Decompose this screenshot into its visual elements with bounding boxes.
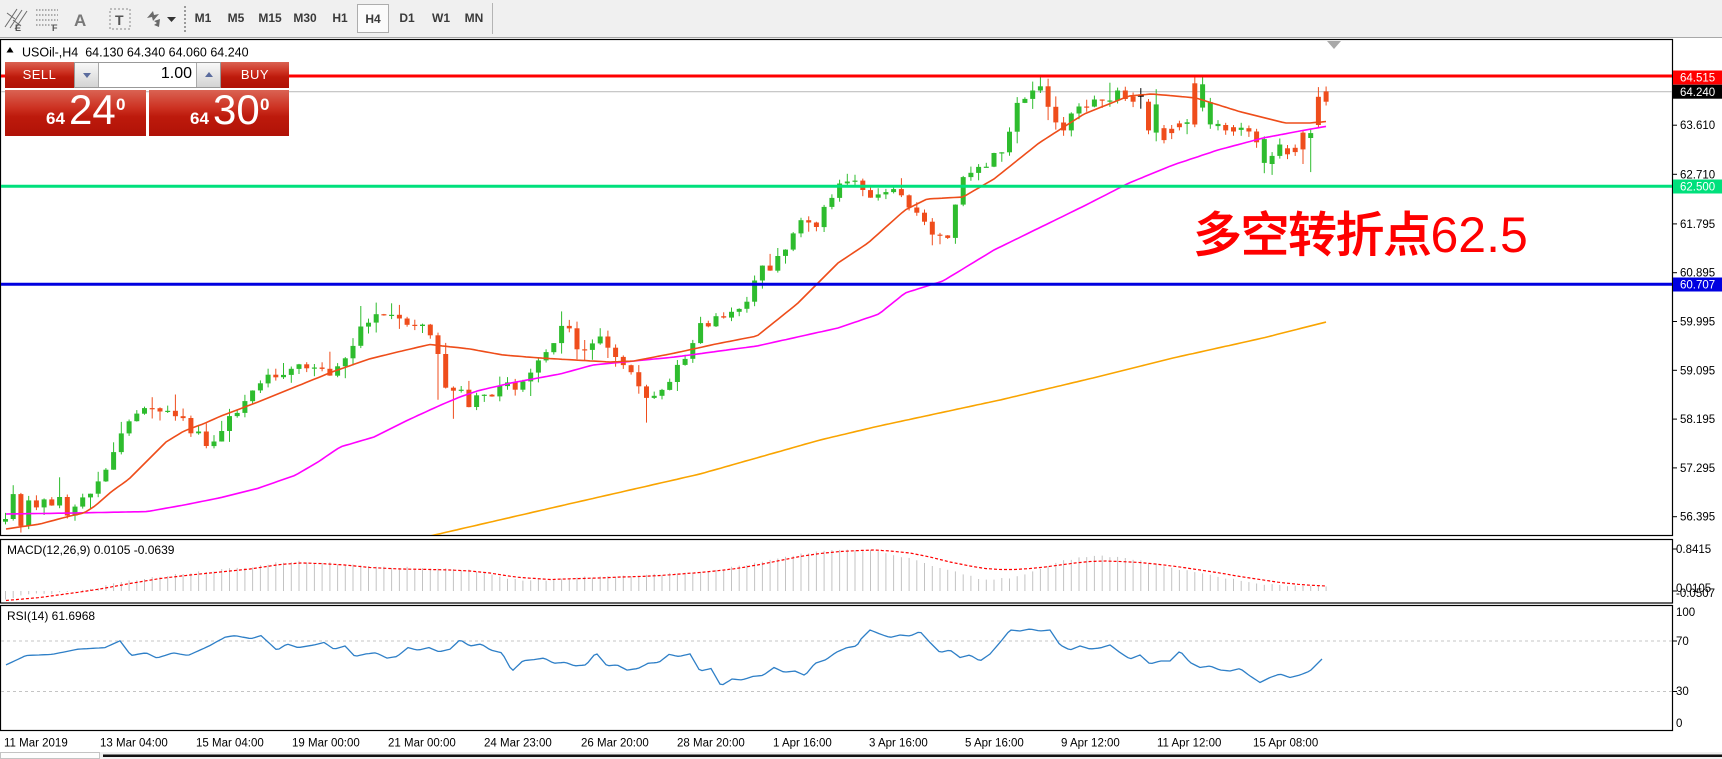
svg-text:59.995: 59.995 [1680, 317, 1715, 329]
svg-text:RSI(14) 61.6968: RSI(14) 61.6968 [7, 609, 95, 623]
svg-text:1 Apr 16:00: 1 Apr 16:00 [773, 738, 832, 750]
svg-text:57.295: 57.295 [1680, 463, 1715, 475]
svg-text:26 Mar 20:00: 26 Mar 20:00 [581, 738, 649, 750]
svg-text:21 Mar 00:00: 21 Mar 00:00 [388, 738, 456, 750]
svg-text:56.395: 56.395 [1680, 512, 1715, 524]
svg-text:100: 100 [1676, 607, 1695, 619]
svg-text:11 Apr 12:00: 11 Apr 12:00 [1157, 738, 1221, 750]
svg-text:MACD(12,26,9) 0.0105 -0.0639: MACD(12,26,9) 0.0105 -0.0639 [7, 543, 175, 557]
svg-text:T: T [115, 12, 124, 28]
svg-text:A: A [74, 11, 86, 30]
svg-text:9 Apr 12:00: 9 Apr 12:00 [1061, 738, 1120, 750]
svg-text:19 Mar 00:00: 19 Mar 00:00 [292, 738, 360, 750]
svg-text:0: 0 [1676, 718, 1682, 730]
svg-text:24 Mar 23:00: 24 Mar 23:00 [484, 738, 552, 750]
svg-text:15 Apr 08:00: 15 Apr 08:00 [1253, 738, 1318, 750]
svg-text:15 Mar 04:00: 15 Mar 04:00 [196, 738, 264, 750]
svg-text:0.8415: 0.8415 [1676, 544, 1711, 556]
svg-text:E: E [15, 23, 21, 33]
svg-text:58.195: 58.195 [1680, 414, 1715, 426]
svg-text:60.707: 60.707 [1680, 280, 1715, 292]
svg-text:5 Apr 16:00: 5 Apr 16:00 [965, 738, 1024, 750]
svg-text:3 Apr 16:00: 3 Apr 16:00 [869, 738, 928, 750]
svg-text:61.795: 61.795 [1680, 219, 1715, 231]
svg-text:11 Mar 2019: 11 Mar 2019 [4, 738, 68, 750]
svg-text:USOil-,H4 64.130 64.340 64.06: USOil-,H4 64.130 64.340 64.060 64.240 [22, 46, 249, 60]
svg-text:-0.0507: -0.0507 [1676, 588, 1715, 600]
svg-text:13 Mar 04:00: 13 Mar 04:00 [100, 738, 168, 750]
svg-text:28 Mar 20:00: 28 Mar 20:00 [677, 738, 745, 750]
svg-text:63.610: 63.610 [1680, 120, 1715, 132]
svg-text:60.895: 60.895 [1680, 268, 1715, 280]
svg-text:70: 70 [1676, 636, 1689, 648]
svg-text:F: F [52, 23, 58, 33]
svg-text:30: 30 [1676, 686, 1689, 698]
svg-text:59.095: 59.095 [1680, 365, 1715, 377]
svg-text:62.710: 62.710 [1680, 169, 1715, 181]
svg-text:62.5: 62.5 [1431, 207, 1528, 263]
svg-text:64.515: 64.515 [1680, 73, 1715, 85]
svg-text:62.500: 62.500 [1680, 182, 1715, 194]
svg-text:0.0105: 0.0105 [1676, 583, 1711, 595]
svg-text:64.240: 64.240 [1680, 87, 1715, 99]
